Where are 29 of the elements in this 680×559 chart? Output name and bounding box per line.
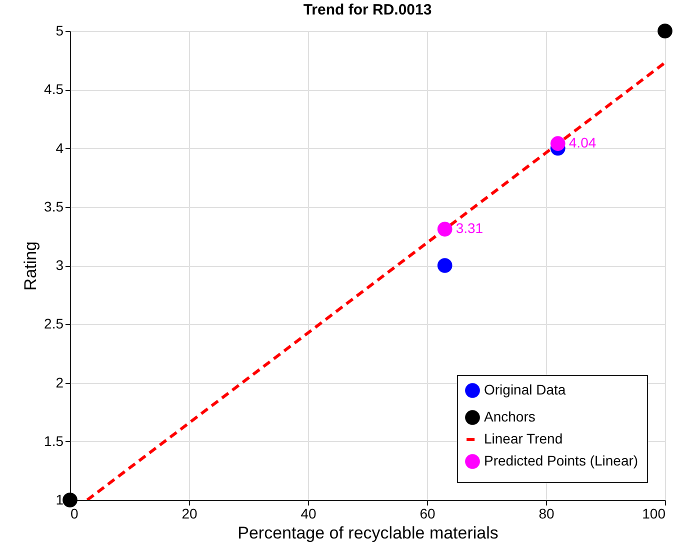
y-tick-label: 3.5	[44, 198, 64, 214]
y-tick-label: 5	[56, 22, 64, 38]
x-axis-title: Percentage of recyclable materials	[238, 524, 498, 542]
y-tick-label: 4.5	[44, 81, 64, 98]
point	[550, 136, 566, 151]
legend-label: Anchors	[484, 408, 536, 424]
point	[437, 258, 452, 273]
point	[437, 222, 452, 237]
x-tick-label: 100	[642, 506, 666, 522]
x-tick-label: 80	[538, 506, 554, 522]
y-tick-label: 1	[56, 492, 64, 508]
x-tick-label: 20	[182, 506, 198, 522]
x-tick-label: 60	[420, 506, 436, 522]
y-tick-label: 4	[56, 140, 64, 156]
y-tick-label: 3	[56, 257, 64, 273]
data-label: 4.04	[568, 134, 596, 151]
point	[62, 492, 78, 508]
legend-label: Original Data	[484, 382, 566, 398]
point	[658, 24, 672, 38]
y-tick-label: 2.5	[44, 316, 64, 332]
legend-label: Predicted Points (Linear)	[484, 452, 638, 468]
chart-title: Trend for RD.0013	[303, 2, 432, 19]
legend-label: Linear Trend	[484, 430, 563, 446]
y-axis-title: Rating	[21, 241, 40, 291]
x-tick-label: 40	[300, 506, 316, 522]
x-tick-label: 0	[70, 506, 78, 522]
y-tick-label: 2	[56, 374, 64, 390]
data-label: 3.31	[456, 220, 484, 236]
y-tick-label: 1.5	[44, 432, 64, 449]
